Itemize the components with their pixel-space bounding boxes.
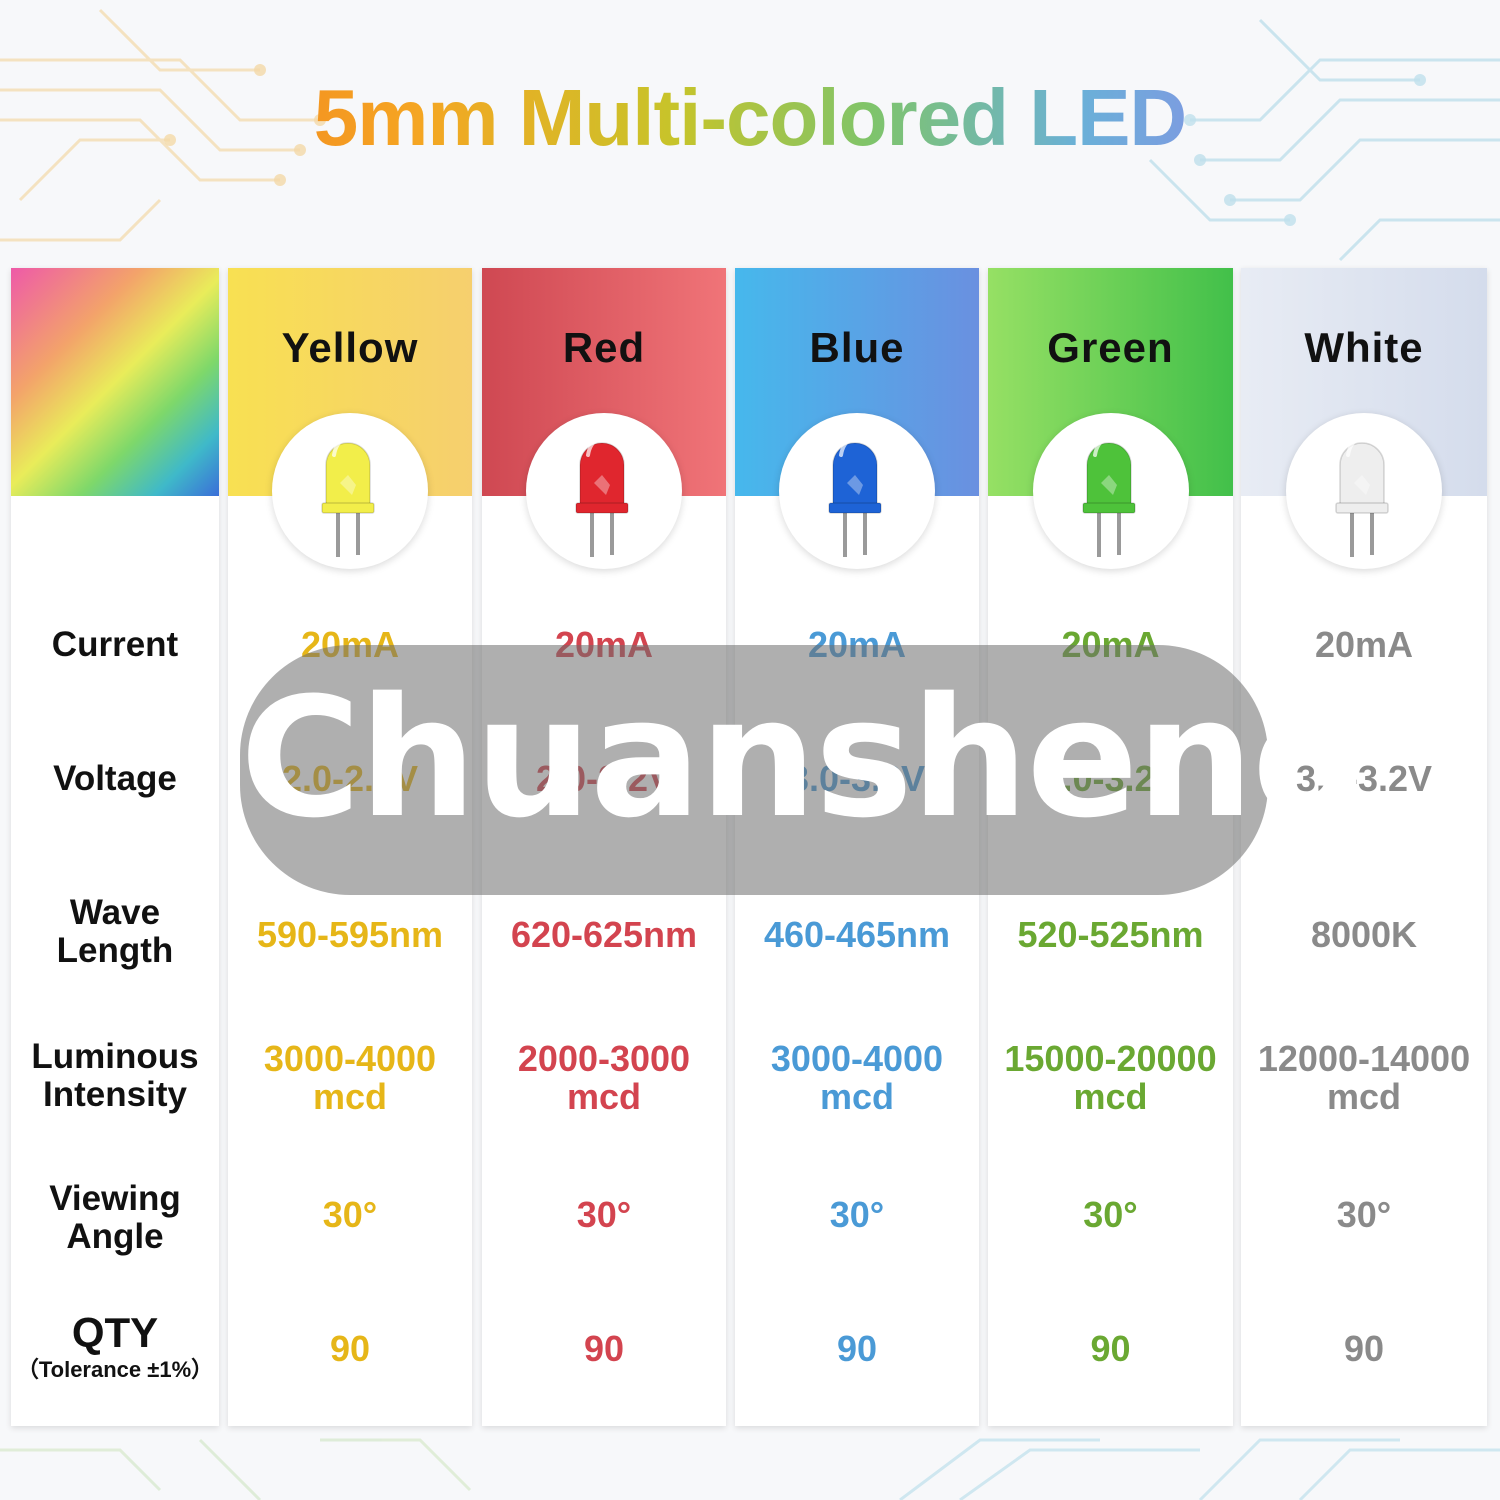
voltage-value: 3.0-3.2V [788,758,926,799]
intensity-value: 15000-20000 mcd [1004,1038,1217,1117]
current-value: 20mA [1061,624,1160,665]
column-blue: Blue 20mA 3.0-3.2V 460-465nm 30° 90 3000-4000 m… [735,268,979,1426]
row-label-qty: QTY （Tolerance ±1%） [16,1309,214,1382]
row-label-intensity: Luminous Intensity [31,1037,199,1114]
color-name: Green [1047,324,1174,371]
color-name: White [1304,324,1424,371]
wavelength-value: 460-465nm [763,914,951,955]
led-icon [1335,437,1389,557]
row-label-current: Current [51,625,179,664]
qty-value: 90 [329,1328,371,1369]
angle-value: 30° [576,1194,632,1235]
led-icon [321,437,375,557]
row-label-angle: Viewing Angle [49,1179,181,1256]
color-name: Red [562,324,646,371]
intensity-value: 3000-4000 mcd [263,1038,437,1117]
current-value: 20mA [300,624,400,665]
intensity-value: 12000-14000 mcd [1257,1038,1471,1117]
wavelength-value: 590-595nm [256,914,444,955]
led-icon [1081,437,1136,557]
voltage-value: 2.0-2.2V [281,758,419,799]
wavelength-value: 8000K [1310,914,1418,955]
page-title: 5mm Multi-colored LED [0,72,1500,164]
wavelength-value: 620-625nm [510,914,698,955]
angle-value: 30° [322,1194,378,1235]
intensity-value: 2000-3000 mcd [517,1038,691,1117]
voltage-value: 2.0-2.2V [535,758,673,799]
angle-value: 30° [829,1194,885,1235]
spectrum-swatch [11,268,219,496]
current-value: 20mA [807,624,907,665]
led-image [1286,413,1442,569]
row-label-wavelength: Wave Length [56,893,174,970]
wavelength-value: 520-525nm [1017,914,1204,955]
led-image [1032,413,1189,569]
label-column: Current Voltage Wave Length Luminous Inten… [11,268,219,1426]
led-image [272,413,428,569]
qty-value: 90 [1090,1328,1131,1369]
column-yellow: Yellow 20mA 2.0-2.2V 590-595nm 30° 90 3000-400… [228,268,472,1426]
current-value: 20mA [1314,624,1414,665]
voltage-value: 3.0-3.2V [1042,758,1179,799]
qty-value: 90 [583,1328,625,1369]
column-white: White 20mA 3.0-3.2V 8000K 30° 90 12000-14000 mc… [1241,268,1487,1426]
column-green: Green 20mA 3.0-3.2V 520-525nm 30° 90 15000-200… [988,268,1233,1426]
color-name: Yellow [281,324,419,371]
led-image [526,413,682,569]
color-name: Blue [809,324,905,371]
column-red: Red 20mA 2.0-2.2V 620-625nm 30° 90 2000-3000 mc… [482,268,726,1426]
angle-value: 30° [1083,1194,1138,1235]
led-icon [575,437,629,557]
qty-value: 90 [836,1328,878,1369]
led-image [779,413,935,569]
qty-value: 90 [1343,1328,1385,1369]
row-label-voltage: Voltage [53,759,177,798]
angle-value: 30° [1336,1194,1392,1235]
voltage-value: 3.0-3.2V [1295,758,1433,799]
led-icon [828,437,882,557]
intensity-value: 3000-4000 mcd [770,1038,944,1117]
current-value: 20mA [554,624,654,665]
